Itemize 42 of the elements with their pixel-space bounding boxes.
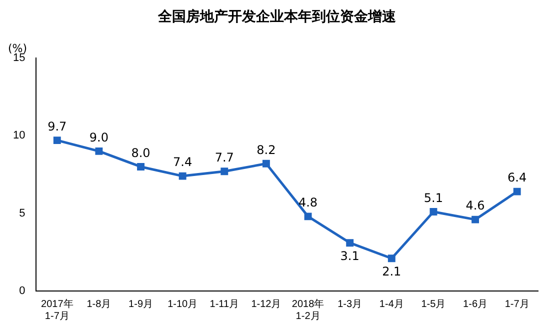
data-label: 8.2 <box>256 142 276 157</box>
data-label: 9.0 <box>89 130 109 144</box>
point <box>95 147 103 155</box>
point <box>388 254 396 262</box>
y-tick-label: 0 <box>19 285 26 298</box>
data-label: 4.8 <box>298 196 318 210</box>
x-tick-label: 1-3月 <box>338 298 362 310</box>
point <box>304 212 312 220</box>
data-label: 5.1 <box>424 190 444 205</box>
data-label: 8.0 <box>131 146 150 160</box>
data-label: 7.4 <box>173 155 192 170</box>
x-tick-label: 1-7月 <box>504 298 530 310</box>
data-label: 2.1 <box>382 264 402 279</box>
x-tick-label: 1-8月 <box>86 298 112 310</box>
y-axis-title: (%) <box>8 42 28 55</box>
y-tick-label: 10 <box>12 130 26 142</box>
y-tick-label: 5 <box>19 207 26 220</box>
point <box>262 160 270 168</box>
x-tick-label: 1-9月 <box>128 298 153 310</box>
point <box>53 136 61 144</box>
data-label: 7.7 <box>214 150 234 165</box>
point <box>220 168 228 176</box>
x-tick-label: 1-4月 <box>379 298 404 310</box>
point <box>346 239 354 247</box>
x-tick-label: 2017年 1-7月 <box>41 298 74 322</box>
x-tick-label: 1-11月 <box>210 298 240 310</box>
data-label: 4.6 <box>466 198 485 213</box>
x-tick-label: 1-12月 <box>251 298 282 310</box>
x-tick-label: 1-5月 <box>421 298 446 310</box>
point <box>513 188 521 196</box>
data-label: 9.7 <box>48 119 67 134</box>
x-tick-label: 1-10月 <box>168 298 198 310</box>
x-tick-label: 2018年 1-2月 <box>292 298 324 322</box>
data-label: 6.4 <box>508 170 527 185</box>
point <box>472 216 480 224</box>
x-tick-label: 1-6月 <box>463 298 488 310</box>
point <box>178 172 186 180</box>
point <box>137 163 144 170</box>
chart-title: 全国房地产开发企业本年到位资金增速 <box>157 8 397 26</box>
y-tick-label: 15 <box>12 52 26 64</box>
point <box>430 208 438 216</box>
data-label: 3.1 <box>340 248 360 263</box>
